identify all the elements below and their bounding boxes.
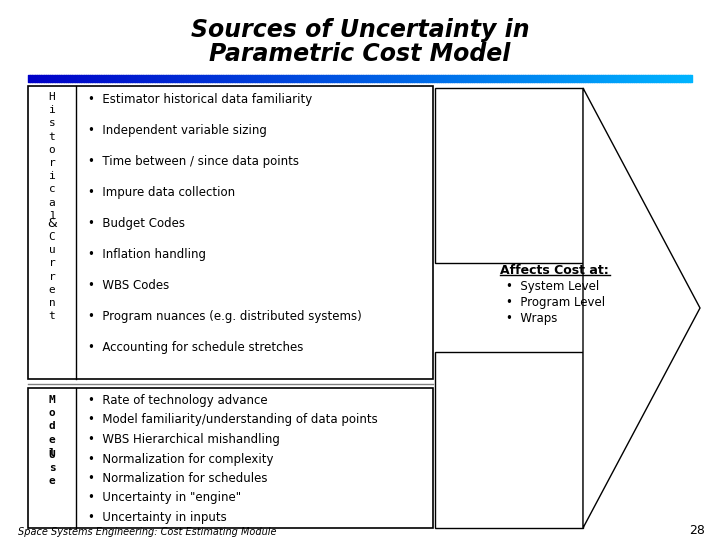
Text: •  Rate of technology advance: • Rate of technology advance (88, 394, 268, 407)
Bar (435, 352, 583, 528)
Text: •  Model familiarity/understanding of data points: • Model familiarity/understanding of dat… (88, 414, 378, 427)
Text: •  Budget Codes: • Budget Codes (88, 217, 185, 230)
Text: •  Program nuances (e.g. distributed systems): • Program nuances (e.g. distributed syst… (88, 310, 361, 323)
Text: •  System Level: • System Level (506, 280, 599, 293)
Text: •  Program Level: • Program Level (506, 296, 605, 309)
Text: Space Systems Engineering: Cost Estimating Module: Space Systems Engineering: Cost Estimati… (18, 527, 276, 537)
Text: •  Impure data collection: • Impure data collection (88, 186, 235, 199)
Text: •  Normalization for complexity: • Normalization for complexity (88, 453, 274, 465)
Text: •  Time between / since data points: • Time between / since data points (88, 155, 299, 168)
Bar (435, 88, 583, 263)
Text: •  Wraps: • Wraps (506, 312, 557, 325)
Text: H
i
s
t
o
r
i
c
a
l: H i s t o r i c a l (49, 92, 55, 221)
Text: •  Uncertainty in inputs: • Uncertainty in inputs (88, 511, 227, 524)
Text: U
s
e: U s e (49, 450, 55, 487)
Bar (28, 86, 433, 379)
Text: Parametric Cost Model: Parametric Cost Model (210, 42, 510, 66)
Text: •  Uncertainty in "engine": • Uncertainty in "engine" (88, 491, 241, 504)
Text: •  Independent variable sizing: • Independent variable sizing (88, 124, 267, 137)
Text: M
o
d
e
l: M o d e l (49, 395, 55, 458)
Text: 28: 28 (689, 524, 705, 537)
Text: Sources of Uncertainty in: Sources of Uncertainty in (191, 18, 529, 42)
Text: Affects Cost at:: Affects Cost at: (500, 264, 608, 277)
Text: C
u
r
r
e
n
t: C u r r e n t (49, 232, 55, 321)
Text: •  WBS Codes: • WBS Codes (88, 279, 169, 292)
Text: &: & (47, 217, 57, 230)
Text: •  Estimator historical data familiarity: • Estimator historical data familiarity (88, 93, 312, 106)
Text: •  Normalization for schedules: • Normalization for schedules (88, 472, 268, 485)
Text: •  Accounting for schedule stretches: • Accounting for schedule stretches (88, 341, 303, 354)
Text: •  WBS Hierarchical mishandling: • WBS Hierarchical mishandling (88, 433, 280, 446)
Text: •  Inflation handling: • Inflation handling (88, 248, 206, 261)
Bar (28, 388, 433, 528)
Polygon shape (583, 88, 700, 528)
